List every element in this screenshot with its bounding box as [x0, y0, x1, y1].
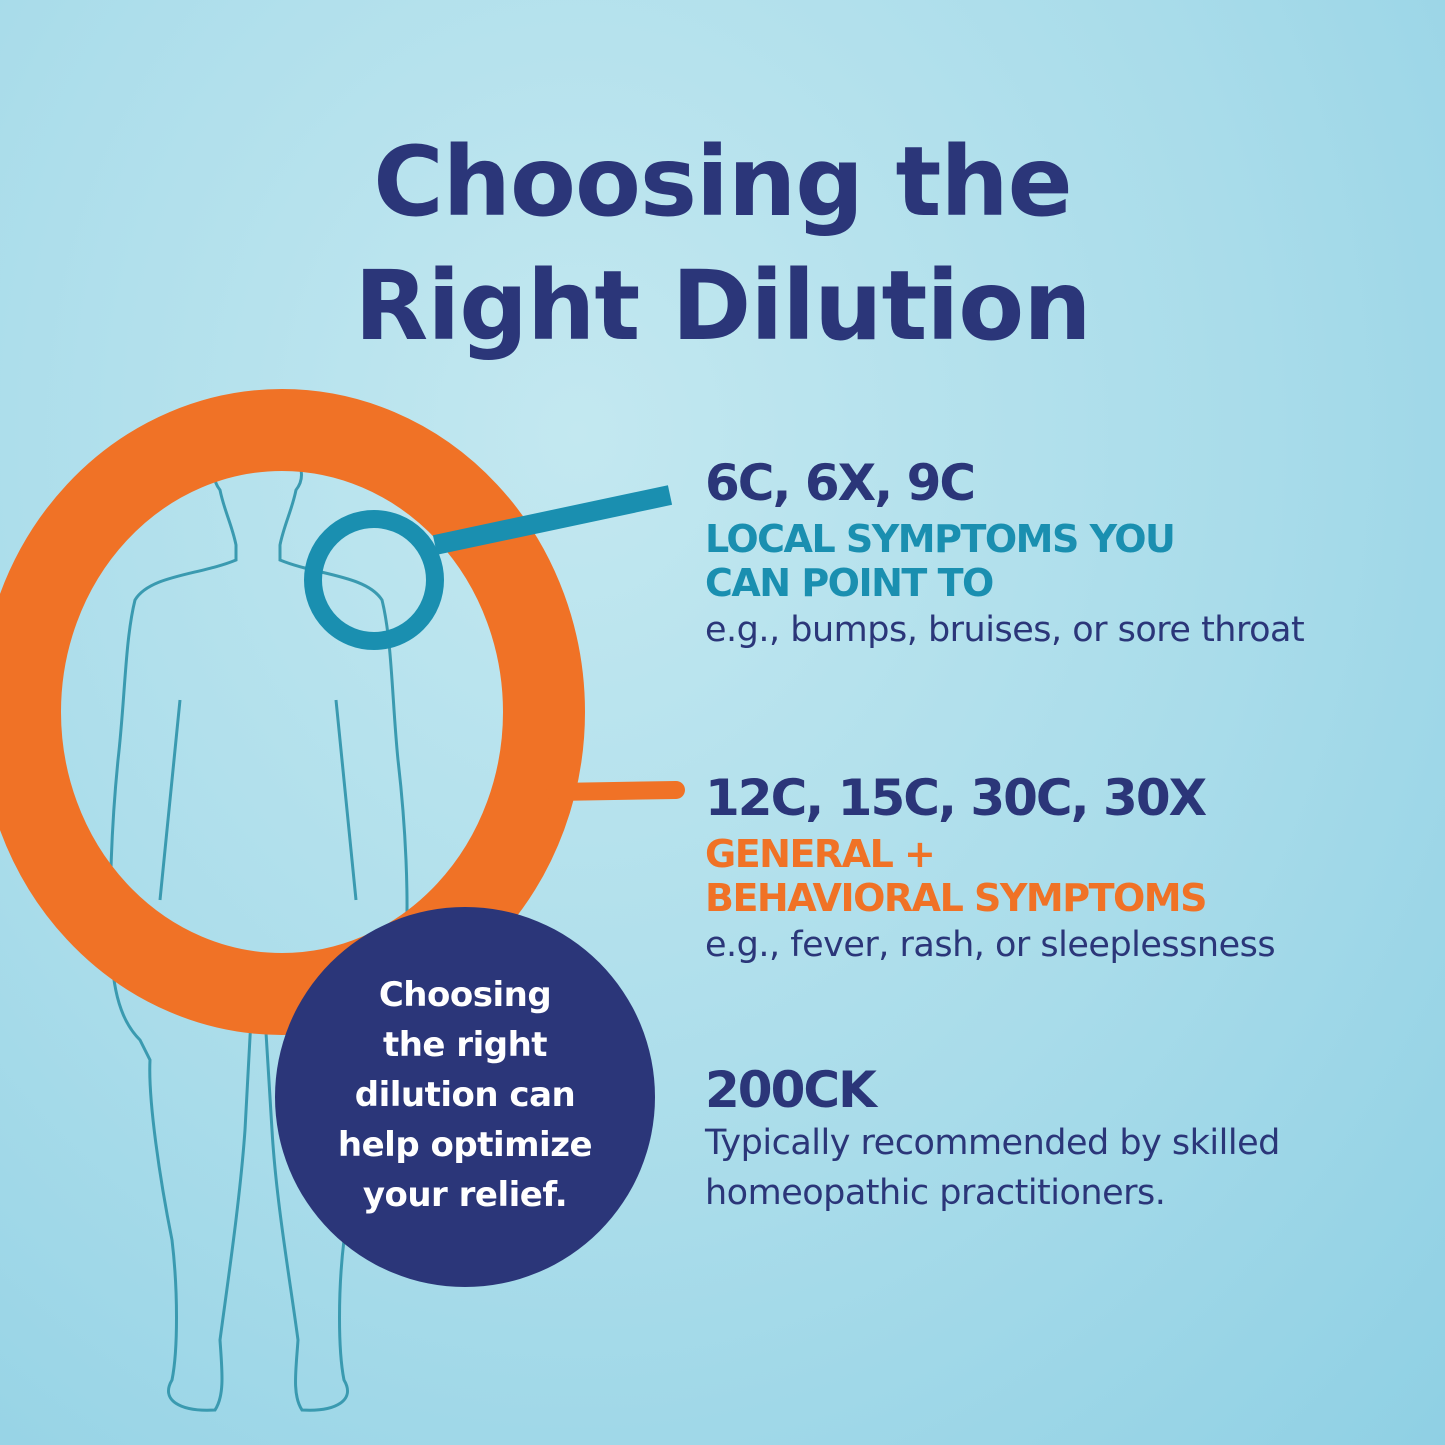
title-line: Choosing the — [373, 126, 1073, 238]
category-line: GENERAL + — [705, 832, 936, 876]
teal-pointer-line — [432, 485, 673, 555]
bubble-line: your relief. — [362, 1175, 568, 1215]
orange-pointer-line — [546, 781, 685, 801]
category-line: CAN POINT TO — [705, 561, 994, 605]
category-line: BEHAVIORAL SYMPTOMS — [705, 876, 1207, 920]
teal-ring — [304, 510, 444, 650]
category-line: LOCAL SYMPTOMS YOU — [705, 517, 1176, 561]
section-general: 12C, 15C, 30C, 30X GENERAL + BEHAVIORAL … — [705, 769, 1276, 970]
dilution-list: 6C, 6X, 9C — [705, 454, 976, 512]
dilution-list: 200CK — [705, 1061, 877, 1119]
dilution-list: 12C, 15C, 30C, 30X — [705, 769, 1207, 827]
category-label: LOCAL SYMPTOMS YOU CAN POINT TO — [705, 517, 1304, 605]
bubble-line: help optimize — [337, 1125, 593, 1165]
section-200ck: 200CK Typically recommended by skilled h… — [705, 1062, 1280, 1218]
category-label: GENERAL + BEHAVIORAL SYMPTOMS — [705, 832, 1275, 920]
bubble-line: dilution can — [354, 1075, 576, 1115]
bubble-line: the right — [382, 1025, 548, 1065]
example-text: e.g., fever, rash, or sleeplessness — [705, 925, 1276, 965]
page-title: Choosing the Right Dilution — [0, 120, 1445, 368]
example-text: e.g., bumps, bruises, or sore throat — [705, 610, 1305, 650]
title-line: Right Dilution — [354, 250, 1091, 362]
navy-bubble — [275, 907, 655, 1287]
bubble-text: Choosing the right dilution can help opt… — [290, 970, 640, 1220]
description-line: Typically recommended by skilled — [705, 1123, 1280, 1163]
section-local: 6C, 6X, 9C LOCAL SYMPTOMS YOU CAN POINT … — [705, 454, 1305, 655]
bubble-line: Choosing — [378, 975, 552, 1015]
orange-ring — [0, 389, 585, 1035]
description-line: homeopathic practitioners. — [705, 1173, 1166, 1213]
description-text: Typically recommended by skilled homeopa… — [705, 1118, 1280, 1218]
